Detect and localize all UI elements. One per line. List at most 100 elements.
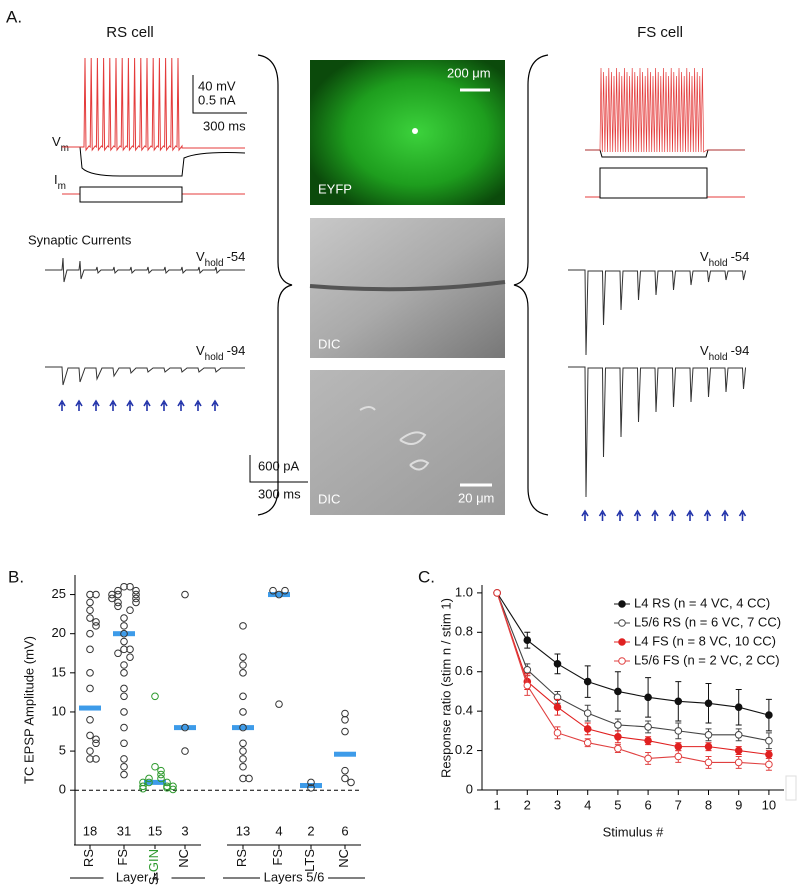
x-tick-label: 1: [493, 797, 500, 812]
current-step: [79, 186, 183, 203]
group-count: 3: [181, 823, 188, 838]
y-axis-label: Response ratio (stim n / stim 1): [438, 598, 453, 778]
data-point: [181, 723, 189, 732]
data-point: [120, 755, 128, 763]
category-label: FS: [115, 849, 130, 866]
stim-arrow: [58, 399, 66, 411]
data-point: [493, 589, 501, 597]
vhold-main: V: [700, 343, 709, 358]
data-point: [126, 653, 134, 661]
data-point: [92, 622, 100, 630]
data-point: [126, 606, 134, 615]
brace: [513, 54, 549, 516]
data-point: [126, 582, 134, 591]
data-point: [92, 735, 100, 744]
data-point: [583, 738, 592, 747]
data-point: [341, 727, 349, 736]
mean-bar: [79, 705, 101, 711]
vhold-label: Vhold -54: [700, 249, 749, 268]
scale-bar: [249, 455, 308, 483]
data-point: [674, 742, 683, 751]
stim-arrow: [598, 509, 607, 521]
data-point: [132, 598, 140, 607]
category-name: NC: [176, 849, 191, 868]
legend-marker: [618, 657, 626, 665]
x-tick-label: 10: [762, 797, 776, 812]
category-label: LTS-GIN: [146, 849, 161, 885]
data-point: [92, 590, 100, 599]
data-point: [86, 598, 94, 607]
cells: [359, 406, 430, 471]
eyfp-image: [310, 60, 505, 205]
data-point: [704, 758, 713, 767]
data-point: [269, 586, 277, 595]
data-point: [120, 637, 128, 646]
data-point: [114, 590, 122, 599]
data-point: [86, 669, 94, 677]
y-axis-label: TC EPSP Amplitude (mV): [21, 636, 36, 784]
category-name: RS: [234, 849, 249, 867]
data-point: [239, 723, 247, 732]
frame: [785, 775, 797, 801]
data-point: [307, 778, 315, 787]
y-tick-label: 20: [52, 625, 66, 640]
brace: [257, 54, 293, 516]
current-step: [599, 167, 708, 199]
data-point: [92, 618, 100, 626]
category-label: NC: [176, 849, 191, 868]
data-point: [145, 774, 153, 783]
data-point: [523, 665, 532, 674]
group-count: 4: [275, 823, 282, 838]
y-tick-label: 5: [59, 743, 66, 758]
data-point: [239, 653, 247, 661]
data-point: [704, 731, 713, 739]
data-point: [734, 758, 743, 767]
x-tick-label: 8: [705, 797, 712, 812]
mean-bar: [232, 725, 254, 731]
category-name: LTS-: [146, 872, 161, 885]
mean-bar: [144, 779, 166, 785]
x-tick-label: 2: [524, 797, 531, 812]
data-point: [126, 645, 134, 654]
group-count: 2: [307, 823, 314, 838]
pipette: [309, 280, 506, 292]
data-point: [181, 747, 189, 755]
data-point: [245, 774, 253, 783]
trace: [45, 366, 245, 386]
stim-arrow: [668, 509, 677, 521]
data-point: [157, 770, 165, 779]
stim-arrow: [211, 399, 219, 411]
data-point: [523, 636, 532, 644]
data-point: [583, 677, 592, 686]
stim-arrow: [686, 509, 694, 521]
category-name: FS: [115, 849, 130, 866]
scale-label: 0.5 nA: [198, 92, 236, 107]
vhold-main: V: [196, 249, 205, 264]
stim-arrow: [633, 509, 642, 521]
legend-marker: [618, 600, 626, 608]
data-point: [239, 669, 247, 677]
data-point: [92, 739, 100, 748]
data-point: [181, 590, 189, 599]
x-tick-label: 4: [584, 797, 591, 812]
stim-arrow: [75, 399, 83, 411]
vhold-level: -54: [227, 249, 246, 264]
data-point: [239, 708, 247, 716]
x-axis-label: Stimulus #: [603, 824, 664, 839]
data-point: [281, 586, 289, 595]
vhold-label: Vhold -54: [196, 249, 245, 268]
mean-bar: [113, 631, 135, 637]
mean-bar: [334, 751, 356, 757]
data-point: [145, 778, 153, 787]
x-tick-label: 5: [614, 797, 621, 812]
category-sublabel: GIN: [146, 849, 161, 872]
data-point: [765, 750, 773, 759]
data-point: [614, 687, 622, 696]
data-point: [341, 715, 349, 724]
data-point: [139, 784, 147, 793]
data-point: [120, 739, 128, 748]
trace: [568, 366, 747, 498]
group-count: 13: [236, 823, 250, 838]
data-point: [523, 681, 532, 690]
